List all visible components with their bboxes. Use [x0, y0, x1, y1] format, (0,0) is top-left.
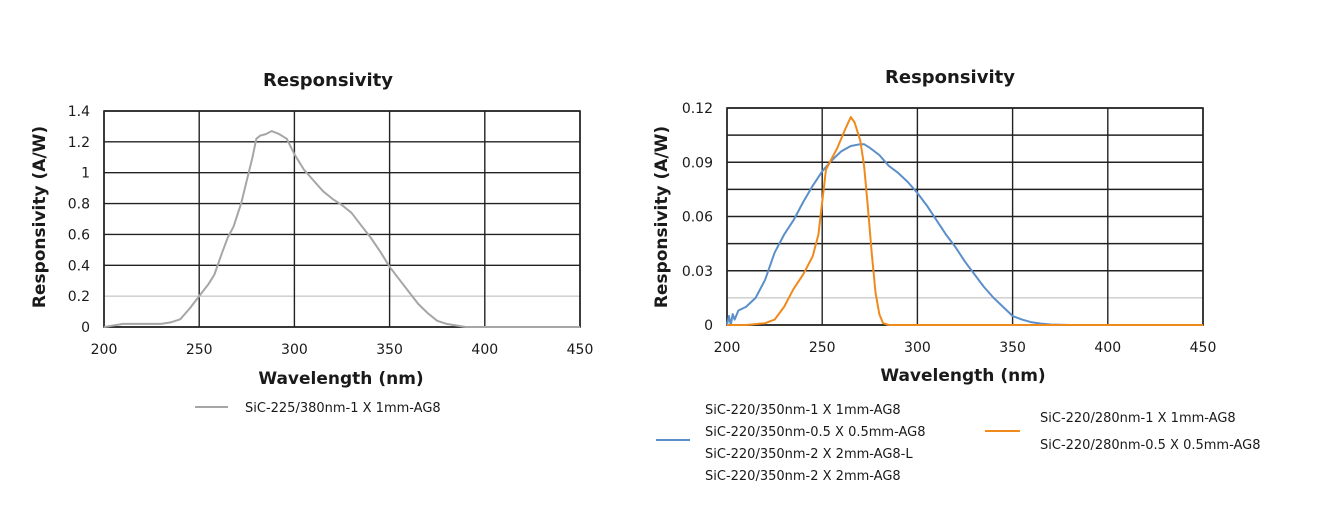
x-tick-label: 350	[376, 342, 403, 358]
x-tick-label: 200	[91, 342, 118, 358]
y-tick-label: 1.4	[68, 104, 90, 120]
y-tick-label: 0	[704, 318, 713, 334]
x-tick-labels: 200 250 300 350 400 450	[91, 342, 594, 358]
x-tick-label: 250	[809, 340, 836, 356]
legend-label: SiC-220/350nm-2 X 2mm-AG8	[705, 469, 901, 484]
chart-right: Responsivity 200 250 300 350 400 450 0 0.03 0.0…	[652, 67, 1261, 484]
x-tick-label: 300	[904, 340, 931, 356]
x-axis-label: Wavelength (nm)	[258, 369, 423, 389]
x-axis-label: Wavelength (nm)	[880, 366, 1045, 386]
y-axis-label: Responsivity (A/W)	[30, 126, 50, 308]
x-tick-label: 250	[186, 342, 213, 358]
legend-label: SiC-220/280nm-0.5 X 0.5mm-AG8	[1040, 438, 1261, 453]
legend-label: SiC-220/350nm-0.5 X 0.5mm-AG8	[705, 425, 926, 440]
series-line	[103, 130, 580, 328]
legend-label: SiC-220/350nm-1 X 1mm-AG8	[705, 403, 901, 418]
y-tick-label: 1.2	[68, 135, 90, 151]
series-group	[726, 116, 1203, 326]
legend-label: SiC-220/280nm-1 X 1mm-AG8	[1040, 411, 1236, 426]
y-tick-label: 0.8	[68, 197, 90, 213]
series-group	[103, 130, 580, 328]
legend: SiC-220/350nm-1 X 1mm-AG8 SiC-220/350nm-…	[656, 403, 1261, 484]
legend-label: SiC-220/350nm-2 X 2mm-AG8-L	[705, 447, 913, 462]
x-tick-label: 350	[999, 340, 1026, 356]
chart-left: Responsivity 200 250 300 350 400 450 00.20.40…	[30, 70, 593, 416]
chart-title: Responsivity	[263, 70, 393, 91]
legend: SiC-225/380nm-1 X 1mm-AG8	[195, 401, 441, 416]
x-tick-label: 450	[567, 342, 594, 358]
y-tick-label: 0.03	[682, 264, 713, 280]
y-tick-label: 0.2	[68, 289, 90, 305]
grid	[726, 107, 1204, 326]
y-tick-label: 0.09	[682, 155, 713, 171]
y-tick-labels: 0 0.2 0.4 0.6 0.8 1 1.2 1.4	[68, 104, 90, 336]
series-line	[726, 143, 1203, 326]
y-tick-label: 0	[81, 320, 90, 336]
x-tick-label: 300	[281, 342, 308, 358]
legend-label: SiC-225/380nm-1 X 1mm-AG8	[245, 401, 441, 416]
y-tick-label: 1	[81, 166, 90, 182]
series-line	[727, 116, 1203, 326]
plot-frame	[103, 110, 581, 328]
y-tick-label: 0.6	[68, 227, 90, 243]
x-tick-label: 400	[471, 342, 498, 358]
x-tick-label: 400	[1094, 340, 1121, 356]
chart-title: Responsivity	[885, 67, 1015, 88]
x-tick-label: 200	[714, 340, 741, 356]
x-tick-label: 450	[1190, 340, 1217, 356]
y-tick-label: 0.06	[682, 210, 713, 226]
y-tick-labels: 0 0.03 0.06 0.09 0.12	[682, 101, 713, 334]
y-axis-label: Responsivity (A/W)	[652, 126, 672, 308]
x-tick-labels: 200 250 300 350 400 450	[714, 340, 1217, 356]
y-tick-label: 0.4	[68, 258, 90, 274]
y-tick-label: 0.12	[682, 101, 713, 117]
grid	[103, 110, 581, 328]
